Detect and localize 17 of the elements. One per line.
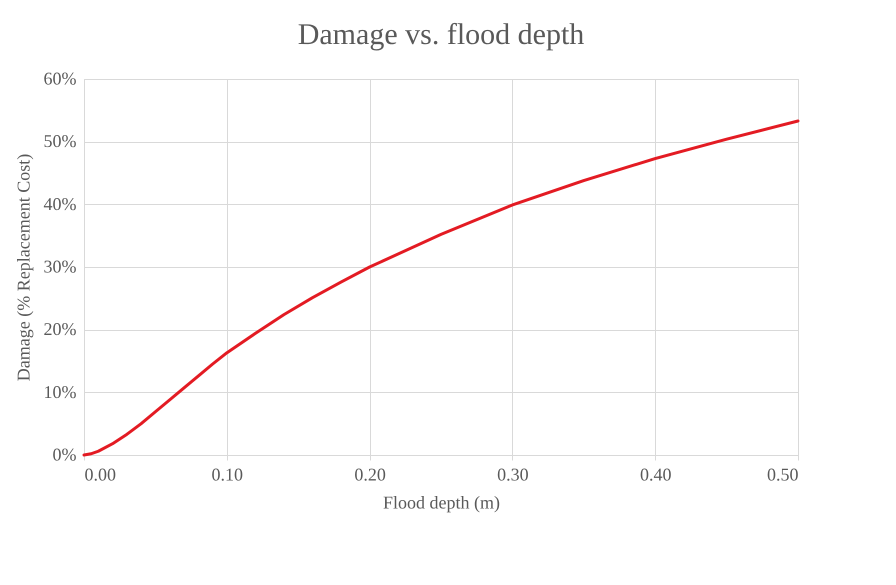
y-tick-label: 0% <box>52 444 76 464</box>
x-tick-label: 0.10 <box>212 464 244 484</box>
chart-title: Damage vs. flood depth <box>298 18 584 51</box>
y-tick-label: 30% <box>44 256 76 276</box>
x-tick-label: 0.40 <box>640 464 672 484</box>
y-tick-label: 20% <box>44 319 76 340</box>
y-tick-label: 60% <box>44 68 76 88</box>
x-tick-label: 0.20 <box>354 464 386 484</box>
line-series <box>82 119 800 456</box>
x-tick-label: 0.00 <box>84 464 116 484</box>
y-axis-title: Damage (% Replacement Cost) <box>14 154 34 382</box>
x-tick-label: 0.50 <box>767 464 798 484</box>
y-tick-label: 50% <box>44 131 76 152</box>
x-axis-title: Flood depth (m) <box>383 492 500 512</box>
y-tick-label: 10% <box>44 382 76 402</box>
y-tick-label: 40% <box>44 194 76 214</box>
x-tick-label: 0.30 <box>497 464 529 484</box>
